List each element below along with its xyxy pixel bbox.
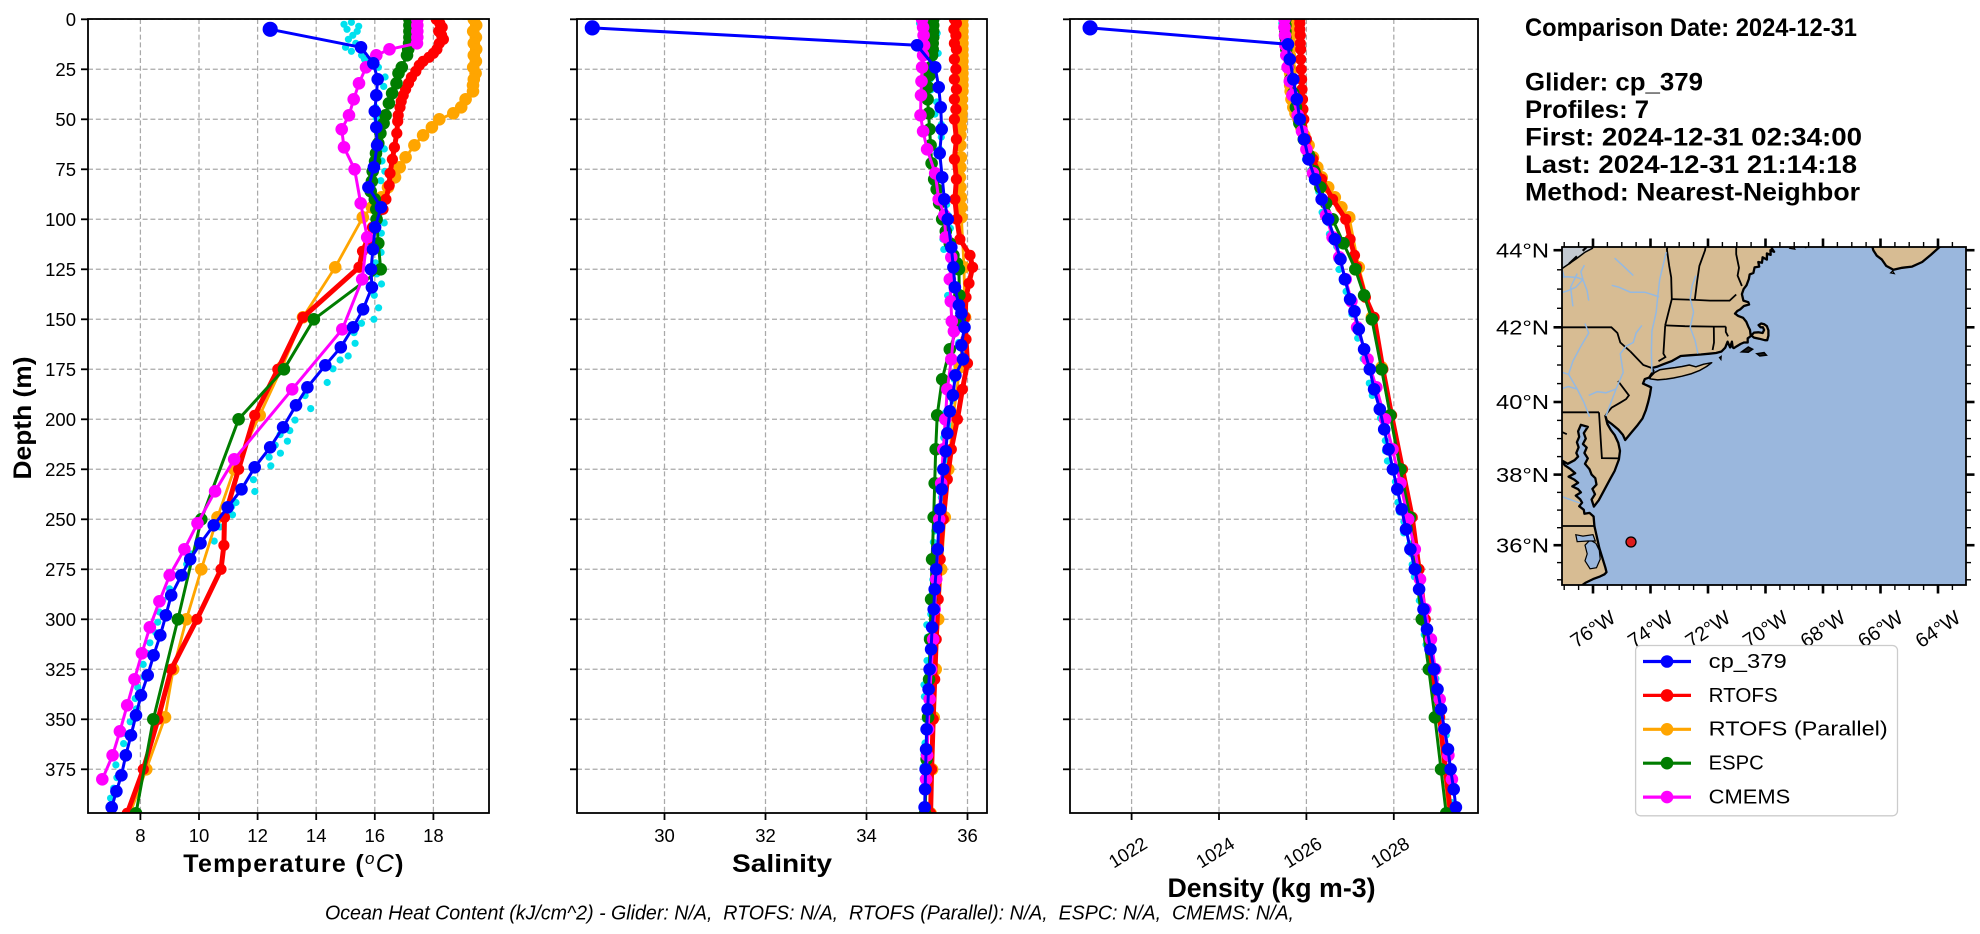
svg-text:75: 75 xyxy=(55,159,76,180)
svg-text:175: 175 xyxy=(45,359,76,380)
svg-text:CMEMS: CMEMS xyxy=(1709,787,1791,809)
svg-text:RTOFS (Parallel): RTOFS (Parallel) xyxy=(1709,719,1888,741)
svg-text:Profiles: 7: Profiles: 7 xyxy=(1525,96,1649,124)
svg-text:18: 18 xyxy=(423,825,444,846)
svg-text:42°N: 42°N xyxy=(1496,318,1549,340)
svg-text:Glider: cp_379: Glider: cp_379 xyxy=(1525,69,1703,97)
svg-text:Last: 2024-12-31 21:14:18: Last: 2024-12-31 21:14:18 xyxy=(1525,151,1857,179)
svg-text:36: 36 xyxy=(957,825,978,846)
svg-text:250: 250 xyxy=(45,509,76,530)
svg-text:325: 325 xyxy=(45,659,76,680)
svg-text:44°N: 44°N xyxy=(1496,240,1549,262)
svg-text:Method: Nearest-Neighbor: Method: Nearest-Neighbor xyxy=(1525,179,1860,207)
svg-text:300: 300 xyxy=(45,609,76,630)
svg-text:14: 14 xyxy=(306,825,327,846)
svg-text:cp_379: cp_379 xyxy=(1709,651,1787,673)
svg-text:150: 150 xyxy=(45,309,76,330)
svg-text:50: 50 xyxy=(55,109,76,130)
svg-text:RTOFS: RTOFS xyxy=(1709,685,1778,707)
svg-text:ESPC: ESPC xyxy=(1709,753,1764,775)
svg-text:350: 350 xyxy=(45,709,76,730)
svg-text:32: 32 xyxy=(755,825,776,846)
svg-text:0: 0 xyxy=(66,9,76,30)
svg-text:12: 12 xyxy=(247,825,268,846)
svg-text:36°N: 36°N xyxy=(1496,535,1549,557)
svg-text:Depth (m): Depth (m) xyxy=(9,357,37,480)
svg-text:Salinity: Salinity xyxy=(732,850,832,878)
svg-text:8: 8 xyxy=(135,825,145,846)
svg-text:34: 34 xyxy=(856,825,877,846)
svg-text:125: 125 xyxy=(45,259,76,280)
svg-text:275: 275 xyxy=(45,559,76,580)
svg-text:Density (kg m-3): Density (kg m-3) xyxy=(1168,873,1376,903)
svg-text:Comparison Date: 2024-12-31: Comparison Date: 2024-12-31 xyxy=(1525,14,1857,42)
svg-text:First: 2024-12-31 02:34:00: First: 2024-12-31 02:34:00 xyxy=(1525,124,1862,152)
svg-text:38°N: 38°N xyxy=(1496,465,1549,487)
svg-text:25: 25 xyxy=(55,59,76,80)
svg-text:10: 10 xyxy=(189,825,210,846)
svg-text:Ocean Heat Content (kJ/cm^2) -: Ocean Heat Content (kJ/cm^2) - Glider: N… xyxy=(325,902,1294,924)
svg-text:200: 200 xyxy=(45,409,76,430)
svg-text:225: 225 xyxy=(45,459,76,480)
svg-text:16: 16 xyxy=(365,825,386,846)
svg-text:100: 100 xyxy=(45,209,76,230)
svg-text:375: 375 xyxy=(45,759,76,780)
svg-text:30: 30 xyxy=(654,825,675,846)
svg-text:40°N: 40°N xyxy=(1496,392,1549,414)
